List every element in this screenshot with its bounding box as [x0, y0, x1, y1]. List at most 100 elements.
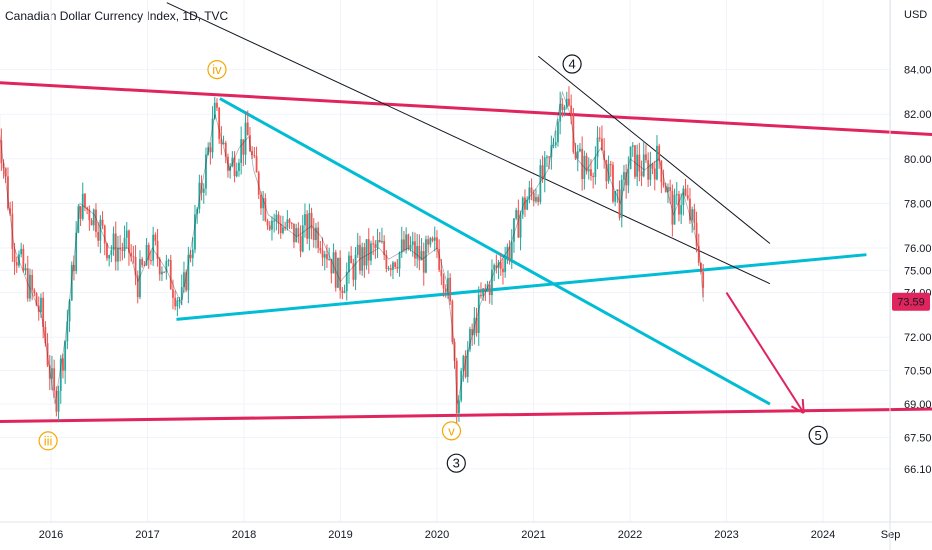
- candle-body: [40, 297, 42, 313]
- candle-body: [513, 218, 515, 242]
- candle-body: [101, 219, 104, 226]
- candle-body: [594, 157, 597, 177]
- channel-trendline[interactable]: [0, 81, 932, 137]
- candle-body: [537, 197, 540, 202]
- x-tick-label: 2021: [521, 529, 545, 541]
- y-tick-label: 82.00: [904, 109, 932, 121]
- candle-body: [653, 168, 656, 180]
- candle-body: [460, 370, 463, 401]
- candle-body: [581, 148, 584, 180]
- candle-body: [238, 162, 240, 171]
- candle-body: [29, 274, 31, 299]
- candle-body: [546, 156, 548, 158]
- drawing-layer[interactable]: [0, 2, 932, 423]
- candle-body: [66, 321, 69, 342]
- candle-body: [671, 190, 674, 225]
- candle-body: [570, 105, 573, 117]
- candle-body: [147, 244, 150, 261]
- candle-body: [389, 268, 392, 270]
- candle-body: [469, 329, 471, 350]
- candle-body: [431, 238, 434, 241]
- candle-body: [535, 197, 537, 202]
- candle-body: [310, 212, 313, 229]
- candle-body: [458, 400, 460, 414]
- candle-body: [4, 168, 7, 177]
- candle-body: [451, 301, 454, 343]
- candle-body: [682, 188, 685, 206]
- triangle-trendline[interactable]: [176, 253, 867, 321]
- candle-body: [51, 368, 53, 379]
- candle-body: [532, 192, 535, 202]
- candle-body: [372, 243, 375, 245]
- wave-label-circle: [38, 431, 58, 451]
- candle-body: [299, 235, 302, 252]
- candle-body: [2, 163, 5, 169]
- candle-body: [414, 241, 416, 259]
- candle-body: [541, 165, 544, 180]
- candle-body: [11, 213, 14, 249]
- candle-body: [55, 390, 58, 412]
- candle-body: [77, 206, 80, 233]
- candle-body: [178, 300, 181, 302]
- candle-body: [348, 255, 350, 272]
- candle-body: [662, 182, 665, 186]
- candle-body: [370, 243, 372, 261]
- candle-body: [488, 284, 491, 296]
- projection-arrow-head[interactable]: [801, 398, 805, 414]
- candle-body: [97, 232, 100, 241]
- candle-body: [466, 349, 469, 377]
- candle-body: [563, 106, 566, 110]
- candle-body: [73, 264, 75, 272]
- candle-body: [636, 154, 639, 177]
- candle-body: [585, 155, 588, 172]
- candle-body: [275, 214, 278, 221]
- candle-body: [293, 223, 295, 243]
- candle-body: [378, 239, 381, 243]
- candle-body: [640, 171, 643, 177]
- candle-body: [678, 194, 680, 215]
- candle-body: [574, 152, 577, 159]
- candle-body: [504, 257, 507, 273]
- candle-body: [510, 241, 513, 260]
- candle-body: [638, 154, 641, 172]
- wedge-trendline[interactable]: [166, 2, 771, 285]
- candle-body: [158, 259, 161, 275]
- candle-body: [620, 179, 623, 218]
- candle-body: [86, 207, 89, 210]
- candle-body: [46, 343, 49, 366]
- series-path: [0, 90, 704, 405]
- candle-body: [453, 342, 456, 361]
- candle-body: [180, 287, 183, 301]
- price-series: [0, 86, 705, 426]
- candle-body: [576, 151, 579, 159]
- projection-arrow[interactable]: [725, 292, 805, 414]
- candle-body: [436, 237, 438, 250]
- candle-body: [387, 268, 390, 270]
- projection-arrow-head[interactable]: [790, 405, 805, 414]
- candle-body: [273, 220, 276, 222]
- last-price-badge: [892, 292, 930, 311]
- candle-body: [341, 290, 344, 293]
- candle-body: [139, 259, 141, 298]
- candle-body: [499, 262, 502, 269]
- candle-body: [601, 138, 603, 151]
- candle-body: [477, 294, 480, 333]
- candle-body: [374, 244, 377, 248]
- wedge-trendline[interactable]: [538, 55, 771, 244]
- candle-body: [502, 268, 504, 273]
- x-tick-label: 2020: [425, 529, 449, 541]
- y-tick-label: 70.50: [904, 366, 932, 378]
- candle-body: [614, 191, 617, 202]
- triangle-trendline[interactable]: [219, 97, 771, 406]
- candle-body: [381, 241, 383, 243]
- candle-body: [59, 358, 62, 391]
- candle-body: [286, 219, 289, 228]
- candle-body: [95, 209, 97, 233]
- candle-body: [227, 156, 229, 171]
- candle-body: [669, 187, 672, 191]
- candle-body: [141, 259, 144, 266]
- channel-trendline[interactable]: [0, 407, 932, 423]
- candle-body: [26, 268, 29, 299]
- candle-body: [400, 239, 403, 253]
